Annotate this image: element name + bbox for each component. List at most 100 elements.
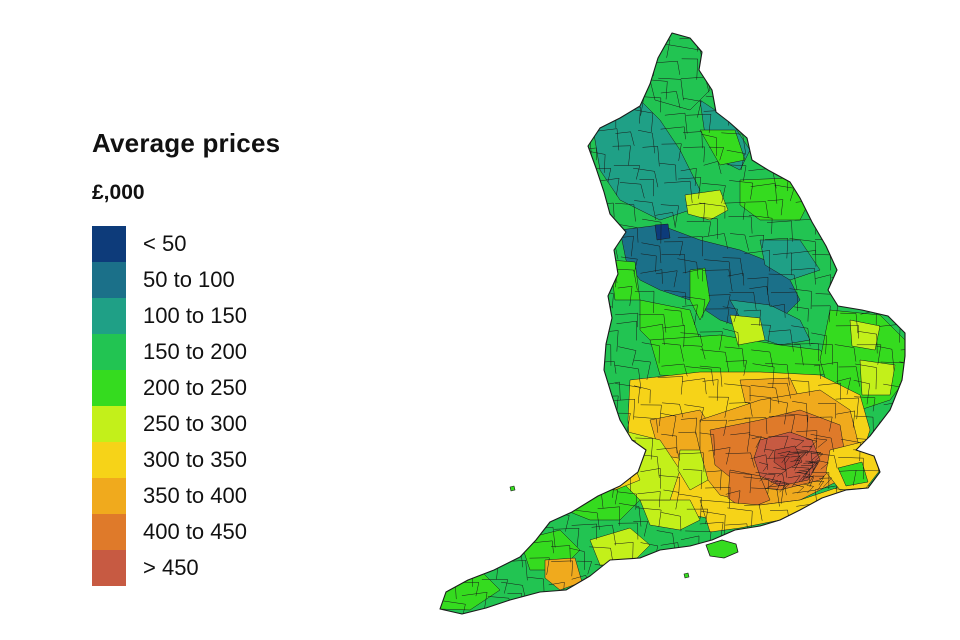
district-boundary [487, 361, 505, 377]
district-boundary [459, 542, 488, 565]
district-boundary [507, 375, 537, 389]
district-boundary [633, 167, 659, 188]
district-boundary [768, 329, 794, 352]
district-boundary [482, 272, 505, 294]
district-boundary [796, 449, 809, 459]
district-boundary [528, 55, 547, 72]
district-boundary [486, 520, 509, 538]
map-fill-areas [440, 33, 926, 640]
district-boundary [618, 224, 639, 243]
district-boundary [805, 475, 815, 488]
district-boundary [618, 597, 646, 614]
district-boundary [727, 272, 745, 286]
district-boundary [637, 584, 657, 606]
district-boundary [636, 507, 662, 528]
district-boundary [440, 93, 466, 113]
district-boundary [501, 53, 528, 76]
island [509, 485, 516, 492]
district-boundary [571, 197, 593, 221]
district-boundary [857, 151, 884, 172]
district-boundary [678, 431, 700, 450]
legend-item: 50 to 100 [92, 262, 312, 298]
district-boundary [839, 612, 870, 614]
district-boundary [660, 126, 686, 140]
district-boundary [749, 235, 765, 249]
district-boundary [617, 522, 639, 540]
district-boundary [682, 620, 705, 640]
district-boundary [440, 510, 454, 531]
legend-item: > 450 [92, 550, 312, 586]
district-boundary [440, 493, 460, 509]
district-boundary [619, 182, 645, 199]
district-boundary [907, 198, 926, 221]
district-boundary [708, 447, 731, 465]
district-boundary [549, 472, 567, 494]
district-boundary [661, 254, 686, 274]
district-boundary [465, 163, 488, 179]
district-boundary [730, 233, 749, 251]
district-boundary [507, 97, 532, 114]
district-boundary [506, 177, 530, 198]
district-boundary [775, 482, 789, 493]
district-boundary [502, 523, 522, 546]
district-boundary [678, 177, 702, 199]
district-boundary [767, 199, 784, 216]
district-boundary [591, 270, 617, 288]
map-area [639, 499, 701, 531]
district-boundary [772, 54, 793, 75]
district-boundary [576, 39, 604, 58]
district-boundary [835, 325, 859, 339]
district-boundary [792, 164, 812, 182]
district-boundary [664, 112, 688, 134]
district-boundary [802, 476, 814, 487]
district-boundary [461, 291, 480, 309]
district-boundary [633, 385, 651, 404]
district-boundary [770, 303, 786, 318]
district-boundary [686, 113, 712, 133]
district-boundary [858, 573, 882, 594]
district-boundary [641, 342, 660, 364]
district-boundary [768, 273, 798, 291]
district-boundary [488, 510, 513, 530]
district-boundary [504, 114, 526, 137]
district-boundary [527, 176, 545, 194]
district-boundary [487, 168, 513, 186]
district-boundary [509, 221, 536, 239]
district-boundary [569, 597, 594, 614]
district-boundary [663, 489, 680, 510]
district-boundary [857, 200, 881, 220]
district-boundary [552, 35, 573, 58]
district-boundary [723, 202, 746, 220]
district-boundary [486, 439, 508, 462]
district-boundary [463, 89, 487, 111]
district-boundary [501, 301, 527, 318]
district-boundary [481, 578, 509, 594]
district-boundary [797, 472, 811, 482]
district-boundary [526, 491, 552, 515]
district-boundary [548, 148, 564, 167]
district-boundary [530, 202, 548, 228]
district-boundary [523, 453, 539, 472]
district-boundary [660, 413, 677, 437]
district-boundary [441, 410, 463, 429]
district-boundary [664, 289, 687, 305]
district-boundary [772, 480, 782, 491]
district-boundary [662, 597, 688, 614]
district-boundary [567, 617, 593, 633]
district-boundary [746, 128, 766, 145]
district-boundary [882, 598, 900, 614]
district-boundary [699, 33, 723, 49]
district-boundary [570, 79, 592, 95]
district-boundary [744, 250, 770, 272]
legend-item: 300 to 350 [92, 442, 312, 478]
district-boundary [724, 383, 751, 401]
district-boundary [528, 252, 556, 271]
legend-item: 250 to 300 [92, 406, 312, 442]
district-boundary [859, 493, 884, 510]
legend-swatch [92, 406, 126, 442]
district-boundary [683, 131, 703, 149]
district-boundary [440, 348, 465, 369]
legend-unit: £,000 [92, 181, 145, 204]
district-boundary [882, 160, 904, 177]
district-boundary [880, 289, 897, 306]
